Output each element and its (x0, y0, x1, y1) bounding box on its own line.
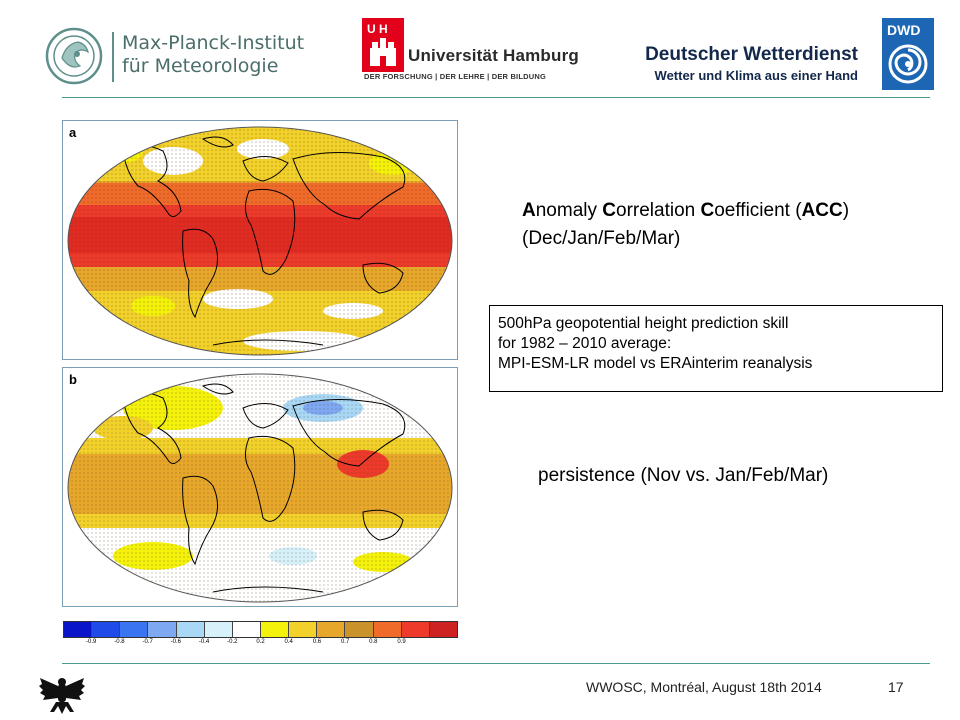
colorbar-swatch (373, 622, 402, 637)
svg-text:U H: U H (367, 22, 388, 36)
colorbar-tick-label: -0.6 (170, 639, 182, 645)
persistence-world-map (67, 373, 453, 603)
colorbar-ticks: -0.9 -0.8 -0.7 -0.6 -0.4 -0.2 0.2 0.4 0.6 0.7 0.8 0… (63, 639, 458, 649)
panel-letter-a: a (69, 125, 77, 140)
federal-eagle-icon (39, 678, 85, 714)
acc-world-map (67, 126, 453, 356)
header-rule (62, 97, 930, 98)
colorbar-swatch (120, 622, 149, 637)
mpi-minerva-icon (45, 27, 103, 85)
dwd-name: Deutscher Wetterdienst (645, 44, 858, 65)
colorbar-swatch (401, 622, 430, 637)
uhh-name: Universität Hamburg (408, 46, 580, 65)
mpi-logo: Max-Planck-Institut für Meteorologie (44, 26, 304, 86)
colorbar-tick-label: -0.7 (142, 639, 153, 645)
footer-rule (62, 663, 930, 664)
uhh-logo: U H Universität Hamburg DER FORSCHUNG | … (360, 18, 579, 84)
uhh-crest-icon: U H (362, 18, 404, 72)
colorbar-swatches (63, 621, 458, 638)
slide-number: 17 (888, 679, 904, 695)
dwd-logo: Deutscher Wetterdienst Wetter und Klima … (645, 18, 938, 90)
footer-text: WWOSC, Montréal, August 18th 2014 (586, 679, 822, 695)
colorbar-swatch (92, 622, 121, 637)
colorbar-tick-label: 0.4 (284, 639, 293, 645)
colorbar-tick-label: 0.9 (397, 639, 406, 645)
colorbar-swatch (260, 622, 290, 637)
map-panel-a: a (62, 120, 458, 360)
acc-title: Anomaly Correlation Coefficient (ACC) (D… (522, 197, 849, 253)
acc-title-line1: Anomaly Correlation Coefficient (ACC) (522, 200, 850, 221)
info-line-1: 500hPa geopotential height prediction sk… (498, 315, 789, 332)
colorbar-swatch (64, 622, 93, 637)
colorbar: -0.9 -0.8 -0.7 -0.6 -0.4 -0.2 0.2 0.4 0.6 0.7 0.8 0… (63, 621, 458, 649)
colorbar-swatch (429, 622, 457, 637)
panel-letter-b: b (69, 372, 77, 387)
colorbar-tick-label: -0.2 (227, 639, 238, 645)
colorbar-swatch (345, 622, 374, 637)
colorbar-swatch (204, 622, 233, 637)
colorbar-tick-label: 0.8 (369, 639, 378, 645)
colorbar-swatch (176, 622, 205, 637)
uhh-motto: DER FORSCHUNG | DER LEHRE | DER BILDUNG (364, 72, 547, 81)
persistence-caption: persistence (Nov vs. Jan/Feb/Mar) (538, 465, 829, 486)
colorbar-tick-label: 0.7 (340, 639, 350, 645)
colorbar-tick-label: 0.6 (312, 639, 322, 645)
colorbar-tick-label: -0.9 (86, 639, 97, 645)
colorbar-swatch (148, 622, 177, 637)
colorbar-swatch (317, 622, 346, 637)
svg-text:DWD: DWD (887, 22, 920, 38)
mpi-divider (112, 32, 114, 82)
colorbar-tick-label: -0.8 (114, 639, 125, 645)
mpi-name: Max-Planck-Institut für Meteorologie (122, 32, 305, 77)
acc-title-line2: (Dec/Jan/Feb/Mar) (522, 228, 681, 249)
info-line-2: for 1982 – 2010 average: (498, 335, 672, 352)
info-line-3: MPI-ESM-LR model vs ERAinterim reanalysi… (498, 355, 813, 372)
dwd-spiral-icon: DWD (882, 18, 934, 90)
map-panel-b: b (62, 367, 458, 607)
colorbar-swatch (289, 622, 318, 637)
dwd-subtitle: Wetter und Klima aus einer Hand (654, 68, 858, 83)
colorbar-tick-label: 0.2 (256, 639, 265, 645)
info-box: 500hPa geopotential height prediction sk… (489, 305, 943, 392)
colorbar-swatch (232, 622, 261, 637)
colorbar-tick-label: -0.4 (198, 639, 210, 645)
